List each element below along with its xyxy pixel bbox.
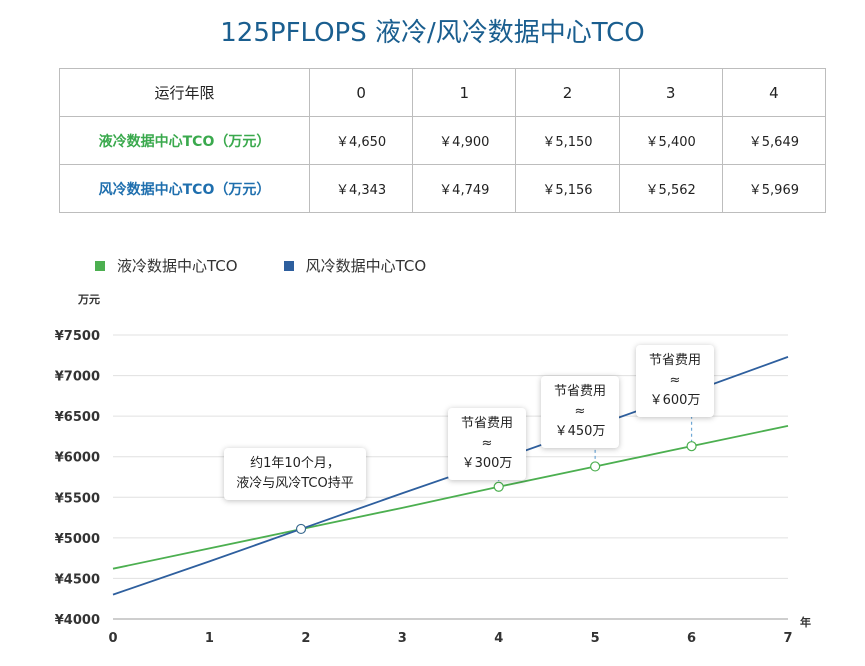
x-tick-label: 0 [108, 631, 117, 646]
legend-label-air: 风冷数据中心TCO [305, 257, 427, 275]
callout-saving-450: 节省费用≈ ￥450万 [541, 376, 619, 448]
table-cell: ￥4,900 [412, 116, 517, 165]
callout-saving-300: 节省费用≈ ￥300万 [448, 408, 526, 480]
table-header-cell: 运行年限 [59, 68, 310, 117]
table-row-air: 风冷数据中心TCO（万元） ￥4,343 ￥4,749 ￥5,156 ￥5,56… [59, 164, 827, 213]
table-cell: ￥5,400 [618, 116, 723, 165]
breakeven-point [295, 523, 307, 535]
legend-label-liquid: 液冷数据中心TCO [117, 257, 238, 275]
table-cell: ￥5,562 [618, 164, 723, 213]
callout-text: 约1年10个月， [250, 456, 340, 471]
table-row-liquid: 液冷数据中心TCO（万元） ￥4,650 ￥4,900 ￥5,150 ￥5,40… [59, 116, 827, 165]
table-cell: ￥5,969 [721, 164, 827, 213]
callout-text: ￥450万 [554, 424, 606, 439]
table-cell: ￥5,150 [515, 116, 620, 165]
x-tick-label: 1 [205, 631, 214, 646]
x-tick-label: 4 [494, 631, 503, 646]
callout-text: ￥600万 [649, 393, 701, 408]
legend-swatch-air [283, 260, 294, 271]
y-tick-label: ¥6000 [55, 451, 100, 466]
x-tick-label: 3 [398, 631, 407, 646]
table-header-cell: 0 [308, 68, 414, 117]
y-tick-label: ¥4000 [55, 613, 100, 628]
table-header-cell: 4 [721, 68, 827, 117]
row-label-air: 风冷数据中心TCO（万元） [59, 164, 310, 213]
row-label-liquid: 液冷数据中心TCO（万元） [59, 116, 310, 165]
legend-swatch-liquid [95, 260, 105, 271]
x-tick-label: 7 [783, 631, 792, 646]
table-cell: ￥4,749 [412, 164, 517, 213]
table-cell: ￥5,156 [515, 164, 620, 213]
y-tick-label: ¥6500 [55, 410, 100, 425]
x-tick-label: 5 [591, 631, 600, 646]
legend-item-liquid: 液冷数据中心TCO [95, 255, 238, 276]
data-point-liquid [686, 441, 697, 452]
table-header-row: 运行年限 0 1 2 3 4 [59, 68, 827, 117]
table-header-cell: 1 [412, 68, 517, 117]
y-tick-label: ¥5000 [55, 532, 100, 547]
callout-saving-600: 节省费用≈ ￥600万 [636, 345, 714, 417]
y-tick-label: ¥4500 [55, 572, 100, 587]
y-tick-label: ¥7500 [55, 329, 100, 344]
y-axis-unit: 万元 [77, 293, 100, 306]
chart-title: 125PFLOPS 液冷/风冷数据中心TCO [220, 18, 645, 48]
callout-text: 节省费用≈ [460, 416, 513, 451]
legend-item-air: 风冷数据中心TCO [283, 255, 427, 276]
table-header-cell: 2 [515, 68, 620, 117]
chart-legend: 液冷数据中心TCO 风冷数据中心TCO [95, 255, 426, 276]
data-point-liquid [493, 481, 504, 492]
callout-text: 节省费用≈ [553, 384, 606, 419]
callout-text: ￥300万 [461, 456, 513, 471]
callout-text: 节省费用≈ [648, 353, 701, 388]
callout-text: 液冷与风冷TCO持平 [236, 476, 354, 491]
y-tick-label: ¥7000 [55, 370, 100, 385]
tco-table: 运行年限 0 1 2 3 4 液冷数据中心TCO（万元） ￥4,650 ￥4,9… [59, 68, 827, 213]
x-axis-unit: 年 [800, 615, 811, 629]
callout-breakeven: 约1年10个月， 液冷与风冷TCO持平 [224, 448, 366, 500]
x-tick-label: 2 [301, 631, 310, 646]
table-cell: ￥4,343 [308, 164, 414, 213]
x-tick-label: 6 [687, 631, 696, 646]
y-tick-label: ¥5500 [55, 491, 100, 506]
data-point-liquid [590, 461, 601, 472]
series-line-liquid [112, 424, 789, 570]
table-header-cell: 3 [618, 68, 723, 117]
table-cell: ￥5,649 [721, 116, 827, 165]
